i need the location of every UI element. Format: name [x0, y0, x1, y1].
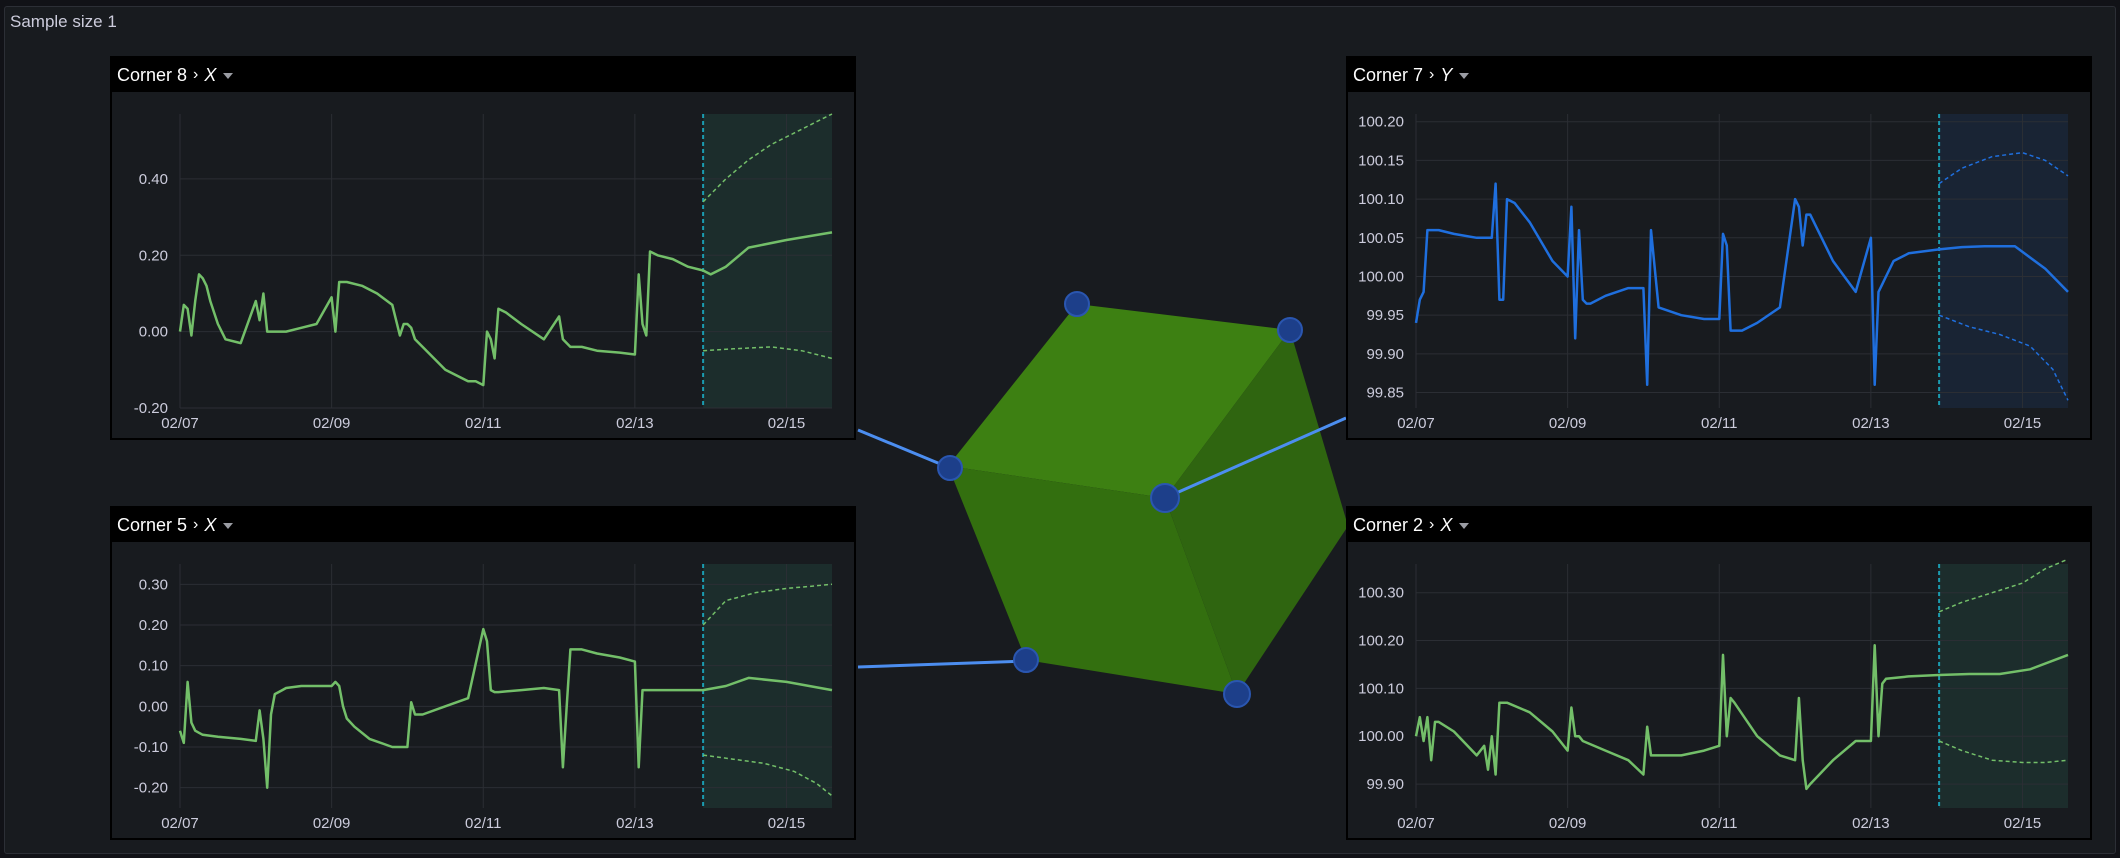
- y-tick-label: -0.20: [134, 780, 168, 797]
- x-tick-label: 02/15: [768, 815, 806, 832]
- chart-corner-7[interactable]: 100.20 100.15 100.10 100.05 100.00 99.95 99.90…: [1348, 92, 2090, 438]
- chart-corner-2[interactable]: 100.30 100.20 100.10 100.00 99.90 02/07 02/09 0…: [1348, 542, 2090, 838]
- x-tick-label: 02/07: [1397, 415, 1435, 432]
- forecast-lower-bound: [702, 754, 833, 797]
- series-line: [178, 231, 833, 387]
- forecast-region: [703, 114, 832, 408]
- link-corner-7: [1164, 416, 1347, 500]
- forecast-upper-bound: [1938, 151, 2069, 185]
- y-tick-label: 100.20: [1358, 114, 1404, 131]
- link-corner-5: [857, 659, 1027, 669]
- row-title[interactable]: Sample size 1: [10, 12, 117, 31]
- y-tick-label: 0.20: [139, 247, 168, 264]
- y-tick-label: 100.00: [1358, 268, 1404, 285]
- panel-axis-label: Y: [1440, 64, 1453, 85]
- corner-marker[interactable]: [1013, 647, 1039, 673]
- y-tick-label: 0.00: [139, 324, 168, 341]
- series-line: [178, 627, 833, 789]
- panel-corner-label: Corner 2: [1353, 514, 1424, 535]
- y-tick-label: 99.90: [1366, 346, 1404, 363]
- chevron-down-icon[interactable]: [1459, 73, 1470, 79]
- x-tick-label: 02/13: [1852, 815, 1890, 832]
- x-tick-label: 02/09: [1549, 415, 1587, 432]
- panel-header[interactable]: Corner 8 › X: [112, 58, 854, 92]
- cube-left-face: [948, 466, 1237, 694]
- panel-axis-label: X: [204, 64, 217, 85]
- y-tick-label: -0.20: [134, 400, 168, 417]
- y-tick-label: 0.00: [139, 698, 168, 715]
- chevron-down-icon[interactable]: [223, 523, 234, 529]
- panel-corner-8[interactable]: Corner 8 › X 0.40 0.20 0.00 -0.20 02/07 02/09…: [110, 56, 856, 440]
- breadcrumb-separator: ›: [1429, 66, 1435, 83]
- x-tick-label: 02/11: [1701, 815, 1737, 832]
- x-tick-label: 02/13: [616, 415, 654, 432]
- panel-axis-label: X: [204, 514, 217, 535]
- y-tick-label: 100.20: [1358, 633, 1404, 650]
- y-tick-label: 100.10: [1358, 680, 1404, 697]
- x-tick-label: 02/09: [313, 415, 351, 432]
- x-tick-label: 02/15: [2004, 815, 2042, 832]
- link-corner-8: [857, 428, 951, 470]
- panel-header[interactable]: Corner 5 › X: [112, 508, 854, 542]
- y-tick-label: 99.95: [1366, 307, 1404, 324]
- x-tick-label: 02/15: [2004, 415, 2042, 432]
- corner-marker[interactable]: [1150, 483, 1180, 513]
- breadcrumb-separator: ›: [1429, 516, 1435, 533]
- x-tick-label: 02/15: [768, 415, 806, 432]
- y-tick-label: 0.20: [139, 617, 168, 634]
- x-tick-label: 02/07: [161, 415, 199, 432]
- corner-marker[interactable]: [1223, 680, 1251, 708]
- panel-corner-label: Corner 7: [1353, 64, 1424, 85]
- forecast-upper-bound: [1938, 558, 2069, 613]
- y-tick-label: 100.30: [1358, 585, 1404, 602]
- x-tick-label: 02/07: [1397, 815, 1435, 832]
- corner-marker[interactable]: [1277, 317, 1303, 343]
- panel-header[interactable]: Corner 2 › X: [1348, 508, 2090, 542]
- panel-corner-label: Corner 8: [117, 64, 188, 85]
- y-tick-label: 99.90: [1366, 776, 1404, 793]
- x-tick-label: 02/07: [161, 815, 199, 832]
- x-tick-label: 02/11: [465, 815, 501, 832]
- y-tick-label: 100.15: [1358, 152, 1404, 169]
- panel-header[interactable]: Corner 7 › Y: [1348, 58, 2090, 92]
- corner-marker[interactable]: [937, 455, 963, 481]
- y-tick-label: 0.10: [139, 658, 168, 675]
- panel-corner-2[interactable]: Corner 2 › X 100.30 100.20 100.10 100.00 99.…: [1346, 506, 2092, 840]
- y-tick-label: 100.10: [1358, 191, 1404, 208]
- corner-marker[interactable]: [1064, 291, 1090, 317]
- panel-corner-5[interactable]: Corner 5 › X 0.30 0.20 0.10 0.00 -0.10 -0.20 0…: [110, 506, 856, 840]
- y-tick-label: 100.00: [1358, 728, 1404, 745]
- breadcrumb-separator: ›: [193, 66, 199, 83]
- series-line: [1414, 182, 2069, 387]
- y-tick-label: 0.30: [139, 576, 168, 593]
- cube-top-face: [948, 304, 1290, 498]
- x-tick-label: 02/13: [616, 815, 654, 832]
- panel-corner-7[interactable]: Corner 7 › Y 100.20 100.15 100.10 100.05 100…: [1346, 56, 2092, 440]
- cube-right-face: [1165, 330, 1348, 694]
- forecast-upper-bound: [702, 583, 833, 626]
- y-tick-label: -0.10: [134, 739, 168, 756]
- y-tick-label: 99.85: [1366, 385, 1404, 402]
- breadcrumb-separator: ›: [193, 516, 199, 533]
- forecast-region: [1939, 564, 2068, 808]
- chevron-down-icon[interactable]: [223, 73, 234, 79]
- x-tick-label: 02/09: [1549, 815, 1587, 832]
- panel-corner-label: Corner 5: [117, 514, 188, 535]
- forecast-lower-bound: [1938, 314, 2069, 401]
- chevron-down-icon[interactable]: [1459, 523, 1470, 529]
- x-tick-label: 02/09: [313, 815, 351, 832]
- x-tick-label: 02/13: [1852, 415, 1890, 432]
- panel-axis-label: X: [1440, 514, 1453, 535]
- chart-corner-5[interactable]: 0.30 0.20 0.10 0.00 -0.10 -0.20 02/07 02/09 02/1…: [112, 542, 854, 838]
- x-tick-label: 02/11: [465, 415, 501, 432]
- y-tick-label: 100.05: [1358, 230, 1404, 247]
- y-tick-label: 0.40: [139, 171, 168, 188]
- forecast-upper-bound: [702, 113, 833, 203]
- series-line: [1414, 644, 2069, 791]
- forecast-lower-bound: [1938, 740, 2069, 764]
- forecast-region: [1939, 114, 2068, 408]
- x-tick-label: 02/11: [1701, 415, 1737, 432]
